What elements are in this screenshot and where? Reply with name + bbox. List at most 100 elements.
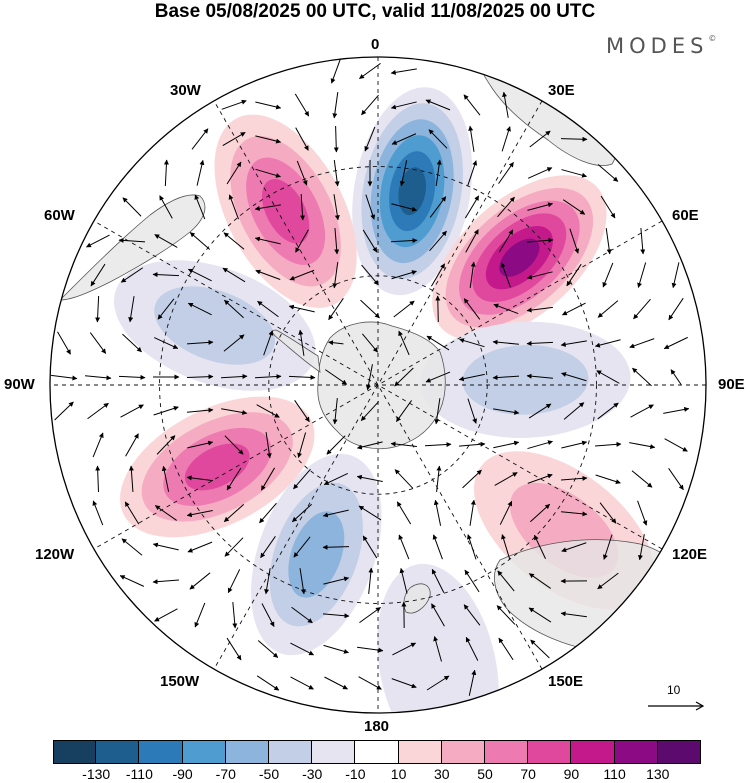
wind-vector (398, 330, 410, 356)
positive-center-120w (120, 396, 315, 538)
wind-vector (95, 465, 101, 493)
wind-vector (358, 505, 382, 521)
wind-vector (255, 269, 281, 280)
colorbar-segment (614, 740, 658, 764)
wind-vector (468, 125, 475, 152)
wind-vector (561, 169, 588, 178)
wind-vector (560, 136, 588, 142)
wind-vector (527, 202, 554, 211)
positive-center-30w-level (261, 179, 310, 244)
lon-label-0: 0 (371, 36, 380, 53)
wind-vector (463, 94, 481, 116)
lon-label-90e: 90E (718, 376, 745, 393)
wind-vector (670, 369, 682, 385)
wind-vector (194, 194, 206, 220)
colorbar-segment (355, 740, 399, 764)
wind-vector (368, 567, 374, 594)
wind-vector (189, 232, 211, 250)
wind-vector (597, 164, 619, 182)
wind-vector (290, 642, 315, 656)
wind-vector (528, 573, 551, 589)
wind-vector (328, 340, 344, 346)
colorbar-segment (182, 740, 226, 764)
wind-vector (364, 126, 376, 152)
wind-vector (498, 161, 514, 184)
wind-vector (390, 68, 417, 75)
wind-vector (187, 268, 212, 282)
colorbar-tick-label: -130 (82, 766, 111, 782)
wind-vector (361, 333, 379, 353)
negative-center-150w-level (288, 511, 345, 598)
wind-vector (156, 435, 176, 455)
wind-vector (499, 500, 513, 525)
wind-vector (671, 262, 680, 289)
wind-vector (390, 441, 417, 447)
colorbar-tick-label: 130 (646, 766, 670, 782)
wind-vector (265, 432, 272, 459)
wind-vector (159, 195, 173, 219)
wind-vector (595, 474, 621, 484)
wind-vector (254, 374, 282, 380)
wind-vector (122, 197, 142, 217)
wind-vector (629, 442, 656, 450)
wind-vector (663, 336, 688, 350)
negative-center-90e (420, 321, 631, 438)
positive-center-30e (432, 175, 607, 341)
colorbar-tick-label: 50 (477, 766, 493, 782)
colorbar-segment (96, 740, 140, 764)
wind-vector (290, 676, 314, 690)
wind-vector (492, 339, 519, 345)
wind-vector (189, 572, 211, 590)
wind-vector (187, 541, 213, 553)
wind-vector (86, 234, 110, 248)
wind-vector (469, 261, 476, 288)
wind-vector (393, 300, 415, 318)
wind-vector (394, 367, 414, 387)
wind-vector (459, 441, 486, 447)
wind-vector (254, 236, 281, 245)
wind-vector (597, 402, 619, 420)
wind-vector (254, 204, 281, 211)
wind-vector (566, 263, 582, 287)
wind-vector (153, 405, 179, 416)
wind-vector (92, 432, 104, 458)
wind-vector (357, 646, 384, 653)
wind-vector (631, 470, 653, 488)
wind-vector (424, 442, 452, 448)
wind-vector (325, 369, 348, 385)
wind-vector (526, 373, 553, 379)
wind-vector (187, 302, 212, 316)
wind-vector (333, 194, 340, 221)
wind-vector (429, 196, 447, 218)
wind-vector (122, 333, 142, 353)
wind-vector (359, 606, 381, 624)
wind-vector (260, 467, 276, 491)
wind-vector (257, 640, 279, 658)
wind-vector (323, 644, 349, 654)
wind-vector (668, 468, 684, 491)
wind-vector (54, 401, 74, 421)
colorbar-tick-label: 70 (520, 766, 536, 782)
wind-vector (596, 370, 620, 384)
wind-vector (255, 101, 282, 110)
wind-vector (194, 602, 206, 628)
wind-vector (392, 642, 417, 656)
wind-vector (569, 228, 580, 254)
wind-vector (498, 637, 514, 661)
colorbar-segment (312, 740, 356, 764)
wind-vector (492, 375, 520, 381)
wind-vector (332, 398, 338, 425)
wind-vector (296, 160, 308, 186)
lon-label-30w: 30W (170, 82, 201, 99)
wind-vector (323, 473, 348, 485)
colorbar (53, 740, 701, 764)
wind-vector (597, 572, 619, 590)
wind-vector (433, 635, 442, 662)
wind-vector (125, 433, 139, 457)
negative-center-0-level (398, 167, 427, 216)
wind-vector (462, 469, 482, 489)
colorbar-segment (225, 740, 269, 764)
wind-vector (469, 499, 476, 526)
wind-vector (118, 374, 146, 380)
